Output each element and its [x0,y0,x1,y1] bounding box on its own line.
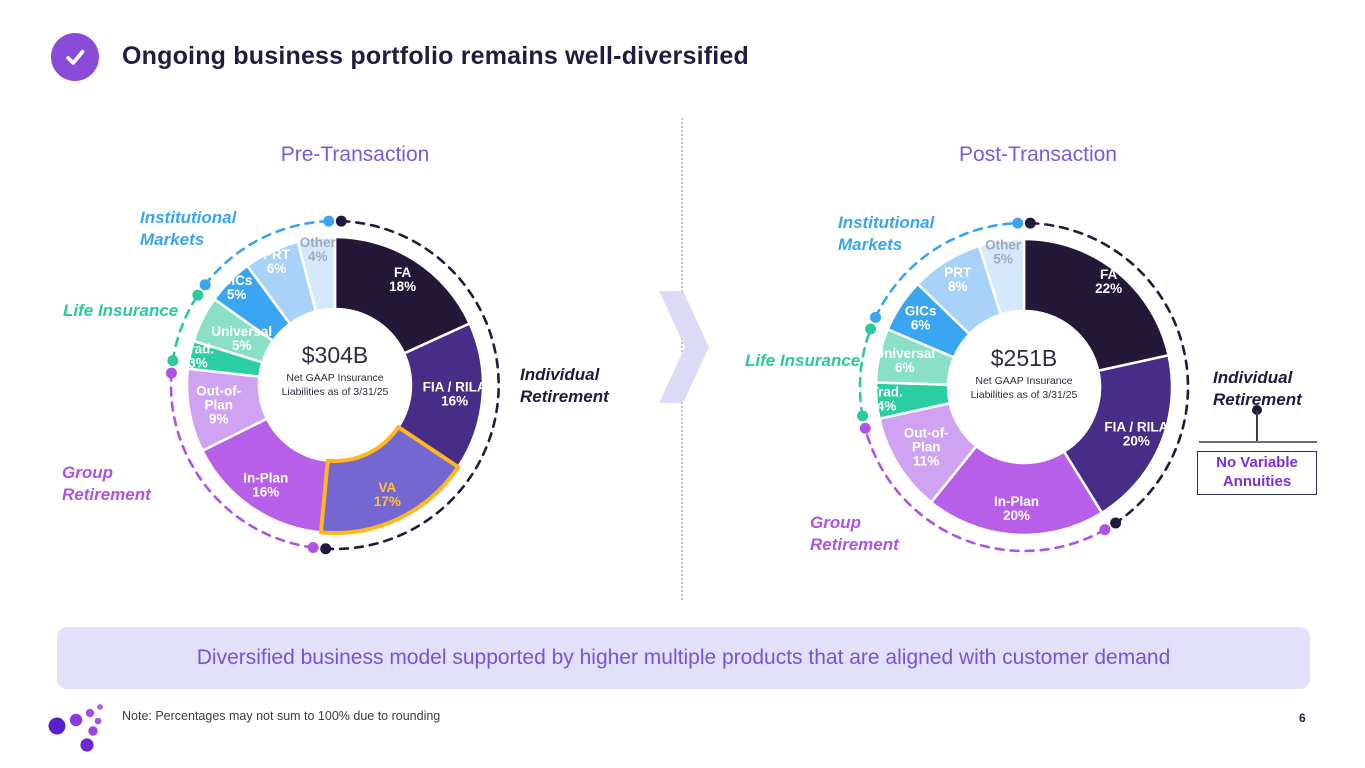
group-arc-dot-institutional-markets [323,215,335,227]
footnote: Note: Percentages may not sum to 100% du… [122,709,441,723]
total-liabilities-pre: $304B [301,342,369,368]
group-label-life-insurance: Life Insurance [745,351,861,370]
segment-label-fa: FA 22% [1095,267,1122,296]
donut-segment-in-plan [929,444,1104,537]
segment-label-trad: Trad. 3% [182,341,214,370]
group-arc-dot-institutional-markets [870,311,882,323]
segment-label-prt: PRT 6% [263,247,291,276]
segment-label-trad: Trad. 4% [870,385,902,414]
liabilities-caption-post: Net GAAP Insurance Liabilities as of 3/3… [970,375,1078,401]
group-arc-dot-group-retirement [1099,524,1111,536]
group-label-life-insurance: Life Insurance [63,301,179,320]
segment-label-universal: Universal 6% [874,346,935,375]
check-badge [51,33,99,81]
annotation-underline [1199,441,1317,443]
group-arc-life-insurance [858,327,872,418]
group-label-institutional-markets: Institutional Markets [838,213,935,254]
segment-label-other: Other 5% [985,238,1022,267]
group-arc-dot-life-insurance [192,289,204,301]
chart-title-pre-transaction: Pre-Transaction [280,143,430,166]
donut-center-label-post: $251B Net GAAP Insurance Liabilities as … [949,345,1099,402]
segment-label-va: VA 17% [374,480,401,509]
no-variable-annuities-callout: No Variable Annuities [1197,451,1317,495]
donut-segment-other [977,237,1026,317]
group-arc-dot-individual-retirement [1110,517,1122,529]
donut-center-label-pre: $304B Net GAAP Insurance Liabilities as … [260,342,410,399]
group-arc-group-retirement [863,426,1107,553]
segment-label-other: Other 4% [300,235,337,264]
takeaway-banner: Diversified business model supported by … [57,627,1310,689]
group-arc-dot-individual-retirement [335,215,347,227]
group-arc-dot-group-retirement [307,542,319,554]
group-label-group-retirement: Group Retirement [62,463,151,504]
segment-label-out-of-plan: Out-of-Plan 9% [196,384,241,427]
logo-dots [48,704,103,752]
group-label-institutional-markets: Institutional Markets [140,208,237,249]
segment-label-universal: Universal 5% [211,324,272,353]
segment-label-fia-rila: FIA / RILA 20% [1104,420,1168,449]
group-arc-institutional-markets [203,219,330,287]
page-number: 6 [1299,711,1306,725]
segment-label-gics: GICs 5% [221,273,253,302]
chart-title-post-transaction: Post-Transaction [959,143,1117,166]
liabilities-caption-pre: Net GAAP Insurance Liabilities as of 3/3… [281,372,389,398]
donut-chart-pre-transaction: FA 18% FIA / RILA 16% VA 17% In-Plan 16% Out-of-… [165,215,500,555]
group-arc-dot-individual-retirement [1024,217,1036,229]
page-title: Ongoing business portfolio remains well-… [122,42,749,70]
donut-chart-post-transaction: FA 22% FIA / RILA 20% In-Plan 20% Out-of-Plan 1… [857,217,1190,553]
segment-label-fa: FA 18% [389,265,416,294]
group-arc-group-retirement [169,371,315,549]
chevron-right-icon [659,291,709,403]
group-arc-dot-group-retirement [859,422,871,434]
group-arc-dot-individual-retirement [320,543,332,555]
group-arc-dot-life-insurance [857,410,869,422]
group-arc-individual-retirement [1029,221,1190,525]
segment-label-in-plan: In-Plan 20% [994,494,1039,523]
checkmark-icon [66,49,85,65]
group-label-group-retirement: Group Retirement [810,513,899,554]
annotation-connector-dot [1252,405,1262,415]
segment-label-fia-rila: FIA / RILA 16% [423,380,487,409]
donut-segment-other [296,235,337,313]
group-arc-dot-institutional-markets [199,279,211,291]
segment-label-gics: GICs 6% [905,304,937,333]
group-arc-dot-institutional-markets [1012,217,1024,229]
group-label-individual-retirement: Individual Retirement [1213,368,1302,409]
group-arc-institutional-markets [874,221,1019,319]
segment-label-in-plan: In-Plan 16% [243,471,288,500]
total-liabilities-post: $251B [990,345,1058,371]
segment-label-prt: PRT 8% [944,265,972,294]
group-arc-dot-life-insurance [865,323,877,335]
group-arc-individual-retirement [324,219,500,551]
donut-segment-highlight-va [318,425,461,535]
donut-segment-fa [333,235,472,356]
group-arc-dot-group-retirement [165,367,177,379]
group-arc-dot-life-insurance [167,355,179,367]
donut-segment-fa [1022,237,1171,373]
segment-label-out-of-plan: Out-of-Plan 11% [904,426,949,469]
donut-segment-fia-rila [1062,353,1174,515]
annotation-connector-line [1256,411,1258,442]
group-label-individual-retirement: Individual Retirement [520,365,609,406]
